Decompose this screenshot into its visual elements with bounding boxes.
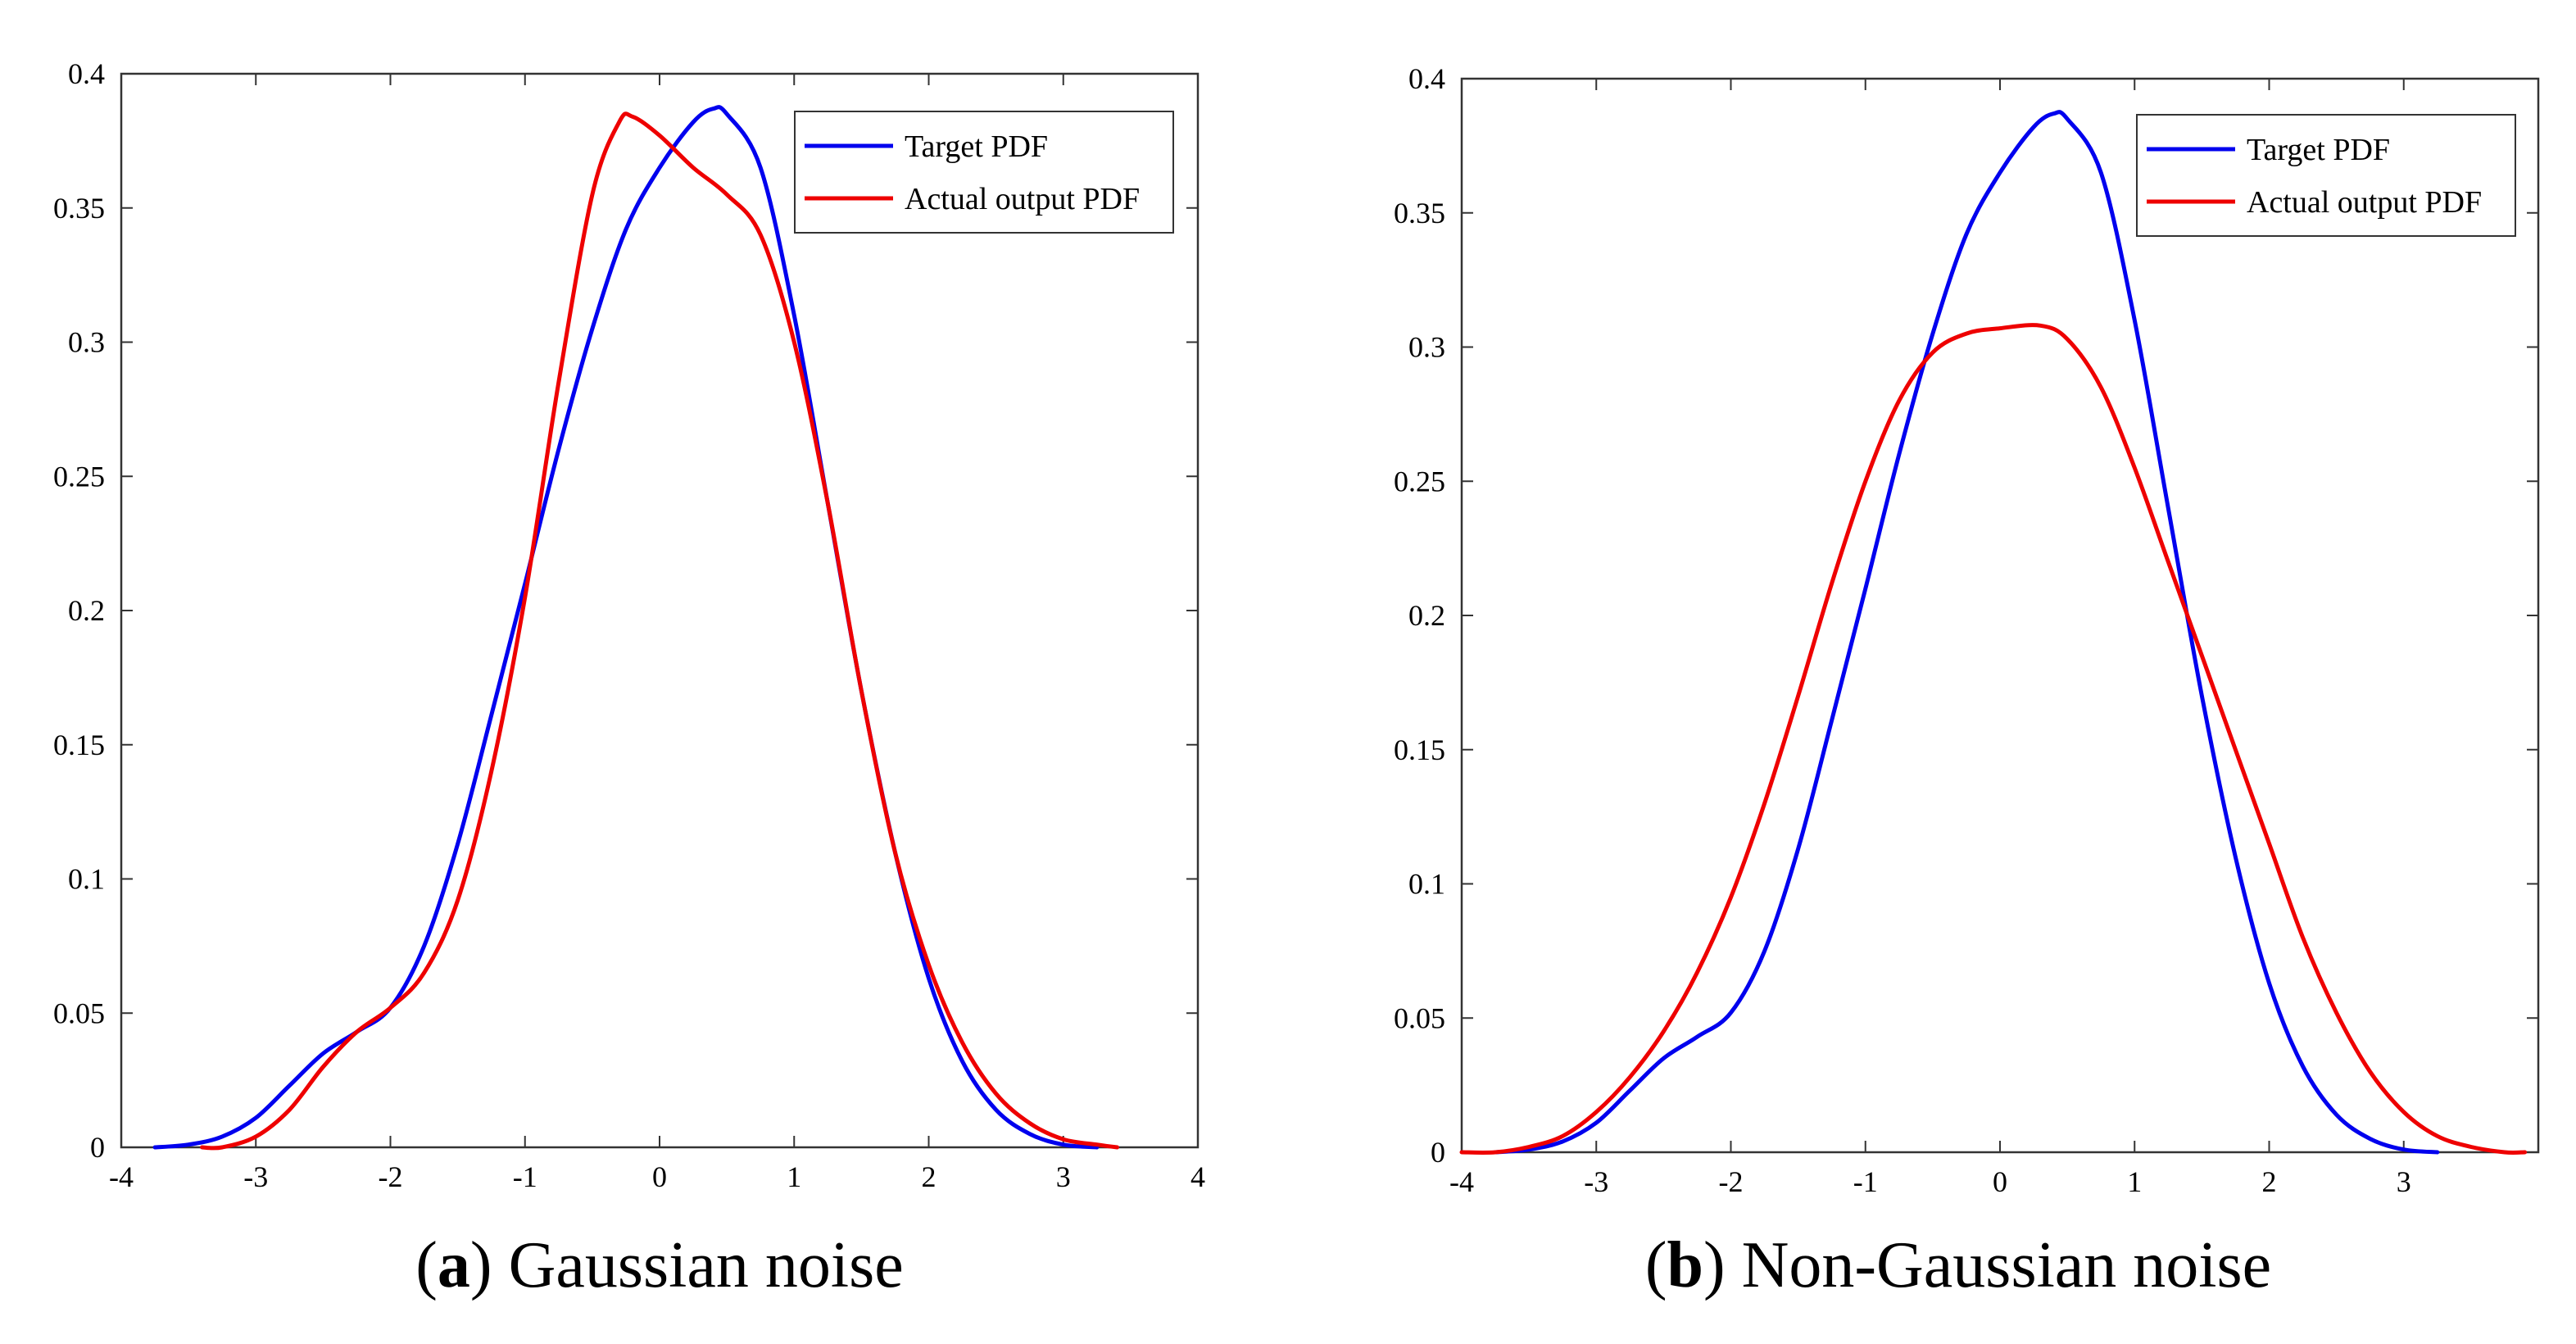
caption-a-text: Gaussian noise — [509, 1229, 904, 1301]
ticks-b: -4 -3 -2 -1 0 1 2 3 0 0.05 0.1 0.15 0.2 0.25 0.3 0.35 0.… — [1394, 62, 2538, 1198]
x-tick-label-a-6: 2 — [922, 1160, 937, 1193]
x-tick-label-b-2: -2 — [1719, 1165, 1744, 1198]
x-tick-label-a-3: -1 — [513, 1160, 537, 1193]
x-tick-label-b-0: -4 — [1449, 1165, 1474, 1198]
legend-box-a — [794, 111, 1174, 234]
panel-b: -4 -3 -2 -1 0 1 2 3 0 0.05 0.1 0.15 0.2 0.25 0.3 0.35 0.… — [1394, 62, 2540, 1301]
caption-a-letter: a — [438, 1229, 470, 1301]
legend-box-b — [2136, 114, 2516, 237]
x-tick-label-a-1: -3 — [243, 1160, 268, 1193]
legend-label-actual-b: Actual output PDF — [2247, 185, 2482, 220]
y-tick-label-b-1: 0.05 — [1394, 1001, 1445, 1034]
y-tick-label-b-8: 0.4 — [1408, 62, 1445, 95]
caption-b: (b) Non-Gaussian noise — [1645, 1229, 2271, 1301]
caption-b-close: ) — [1703, 1229, 1742, 1301]
y-tick-label-b-2: 0.1 — [1408, 868, 1445, 901]
x-tick-label-b-3: -1 — [1853, 1165, 1878, 1198]
panel-a: -4 -3 -2 -1 0 1 2 3 4 0 0.05 0.1 0.15 0.2 0.25 0.3 0.35 0… — [53, 57, 1205, 1301]
curves-b — [1459, 110, 2528, 1155]
x-tick-label-b-6: 2 — [2262, 1165, 2277, 1198]
caption-a: (a) Gaussian noise — [415, 1229, 903, 1301]
y-tick-label-a-3: 0.15 — [53, 729, 105, 761]
y-tick-label-b-5: 0.25 — [1394, 465, 1445, 497]
x-tick-label-a-7: 3 — [1056, 1160, 1071, 1193]
x-tick-label-b-7: 3 — [2397, 1165, 2411, 1198]
legend-label-actual-a: Actual output PDF — [905, 182, 1140, 216]
caption-b-text: Non-Gaussian noise — [1742, 1229, 2272, 1301]
x-tick-label-a-0: -4 — [109, 1160, 134, 1193]
x-tick-label-a-5: 1 — [787, 1160, 801, 1193]
legend-a: Target PDF Actual output PDF — [794, 111, 1174, 234]
y-tick-label-a-0: 0 — [90, 1131, 105, 1164]
x-tick-label-b-5: 1 — [2127, 1165, 2142, 1198]
actual-output-pdf-curve-a — [200, 111, 1119, 1151]
caption-b-letter: b — [1667, 1229, 1703, 1301]
caption-a-open: ( — [415, 1229, 438, 1301]
x-tick-label-a-4: 0 — [652, 1160, 667, 1193]
actual-output-pdf-curve-b — [1459, 323, 2528, 1155]
y-tick-label-a-6: 0.3 — [68, 326, 105, 359]
y-tick-label-a-8: 0.4 — [68, 57, 105, 90]
plot-frame-a — [120, 72, 1200, 1149]
caption-a-close: ) — [470, 1229, 509, 1301]
caption-b-open: ( — [1645, 1229, 1667, 1301]
target-pdf-curve-b — [1493, 110, 2440, 1155]
curves-a — [152, 105, 1119, 1151]
legend-label-target-a: Target PDF — [905, 129, 1048, 164]
y-tick-label-b-3: 0.15 — [1394, 733, 1445, 766]
plot-frame-b — [1460, 77, 2540, 1154]
y-tick-label-a-2: 0.1 — [68, 863, 105, 896]
y-tick-label-a-7: 0.35 — [53, 192, 105, 225]
y-tick-label-b-0: 0 — [1431, 1136, 1445, 1169]
y-tick-label-a-4: 0.2 — [68, 594, 105, 627]
legend-b: Target PDF Actual output PDF — [2136, 114, 2516, 237]
target-pdf-curve-a — [152, 105, 1100, 1150]
x-tick-label-b-4: 0 — [1993, 1165, 2007, 1198]
legend-label-target-b: Target PDF — [2247, 133, 2390, 167]
x-tick-label-b-1: -3 — [1584, 1165, 1608, 1198]
x-tick-label-a-2: -2 — [379, 1160, 403, 1193]
y-tick-label-a-5: 0.25 — [53, 460, 105, 493]
ticks-a: -4 -3 -2 -1 0 1 2 3 4 0 0.05 0.1 0.15 0.2 0.25 0.3 0.35 0… — [53, 57, 1205, 1193]
y-tick-label-b-6: 0.3 — [1408, 331, 1445, 364]
y-tick-label-a-1: 0.05 — [53, 997, 105, 1029]
x-tick-label-a-8: 4 — [1190, 1160, 1205, 1193]
y-tick-label-b-4: 0.2 — [1408, 599, 1445, 632]
y-tick-label-b-7: 0.35 — [1394, 197, 1445, 229]
